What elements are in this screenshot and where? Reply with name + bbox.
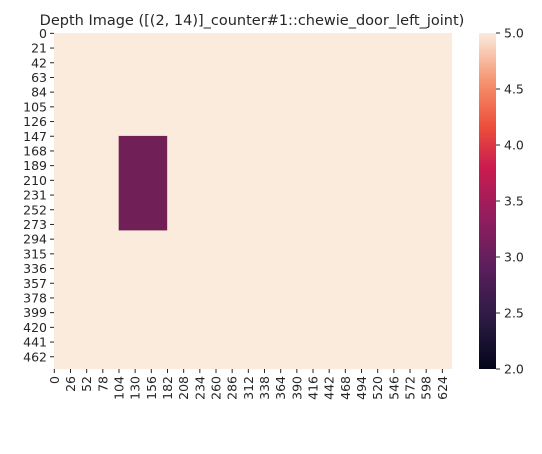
x-tick-label: 312 [241, 376, 256, 400]
chart-title: Depth Image ([(2, 14)]_counter#1::chewie… [40, 13, 465, 29]
x-tick-label: 104 [111, 376, 126, 400]
colorbar-tick-label: 5.0 [504, 26, 524, 41]
heatmap-background-cells [54, 33, 452, 369]
y-tick-label: 189 [23, 158, 47, 173]
y-tick-label: 462 [23, 349, 47, 364]
y-tick-label: 210 [23, 173, 47, 188]
y-tick-label: 42 [31, 55, 47, 70]
heatmap-plot-area [54, 33, 452, 369]
y-tick-label: 420 [23, 320, 47, 335]
y-tick-label: 84 [31, 85, 47, 100]
x-tick-label: 598 [419, 376, 434, 400]
x-tick-label: 286 [225, 376, 240, 400]
colorbar-tick-label: 4.0 [504, 138, 524, 153]
colorbar-tick-label: 3.0 [504, 250, 524, 265]
colorbar-tick-label: 2.0 [504, 362, 524, 377]
y-tick-label: 273 [23, 217, 47, 232]
y-tick-label: 147 [23, 129, 47, 144]
x-tick-label: 52 [79, 376, 94, 392]
colorbar: 2.0 2.5 3.0 3.5 4.0 4.5 5.0 [479, 26, 524, 377]
y-tick-label: 294 [23, 232, 47, 247]
y-tick-label: 21 [31, 41, 47, 56]
x-tick-label: 364 [273, 376, 288, 400]
y-tick-label: 63 [31, 70, 47, 85]
colorbar-tick-label: 4.5 [504, 82, 524, 97]
x-tick-label: 0 [47, 376, 62, 384]
x-tick-label: 442 [322, 376, 337, 400]
x-tick-label: 494 [354, 376, 369, 400]
colorbar-tick-label: 3.5 [504, 194, 524, 209]
y-tick-label: 357 [23, 276, 47, 291]
x-tick-label: 572 [403, 376, 418, 400]
y-tick-label: 168 [23, 143, 47, 158]
x-tick-label: 156 [144, 376, 159, 400]
x-tick-label: 390 [289, 376, 304, 400]
colorbar-gradient [479, 33, 496, 369]
y-tick-label: 315 [23, 246, 47, 261]
x-tick-label: 338 [257, 376, 272, 400]
x-tick-label: 130 [128, 376, 143, 400]
y-tick-label: 399 [23, 305, 47, 320]
y-tick-label: 105 [23, 99, 47, 114]
x-axis-ticks: 0 26 52 78 104 130 156 182 208 234 260 286 312 338 364… [47, 369, 450, 400]
x-tick-label: 624 [435, 376, 450, 400]
x-tick-label: 78 [95, 376, 110, 392]
x-tick-label: 546 [386, 376, 401, 400]
x-tick-label: 468 [338, 376, 353, 400]
x-tick-label: 182 [160, 376, 175, 400]
x-tick-label: 208 [176, 376, 191, 400]
y-axis-ticks: 0214263841051261471681892102312522732943… [23, 26, 54, 364]
x-tick-label: 260 [208, 376, 223, 400]
y-tick-label: 0 [39, 26, 47, 41]
y-tick-label: 441 [23, 335, 47, 350]
y-tick-label: 378 [23, 290, 47, 305]
x-tick-label: 520 [370, 376, 385, 400]
heatmap-region-0 [118, 135, 168, 231]
y-tick-label: 231 [23, 188, 47, 203]
y-tick-label: 336 [23, 261, 47, 276]
x-tick-label: 234 [192, 376, 207, 400]
colorbar-tick-label: 2.5 [504, 306, 524, 321]
y-tick-label: 252 [23, 202, 47, 217]
x-tick-label: 416 [306, 376, 321, 400]
x-tick-label: 26 [63, 376, 78, 392]
y-tick-label: 126 [23, 114, 47, 129]
